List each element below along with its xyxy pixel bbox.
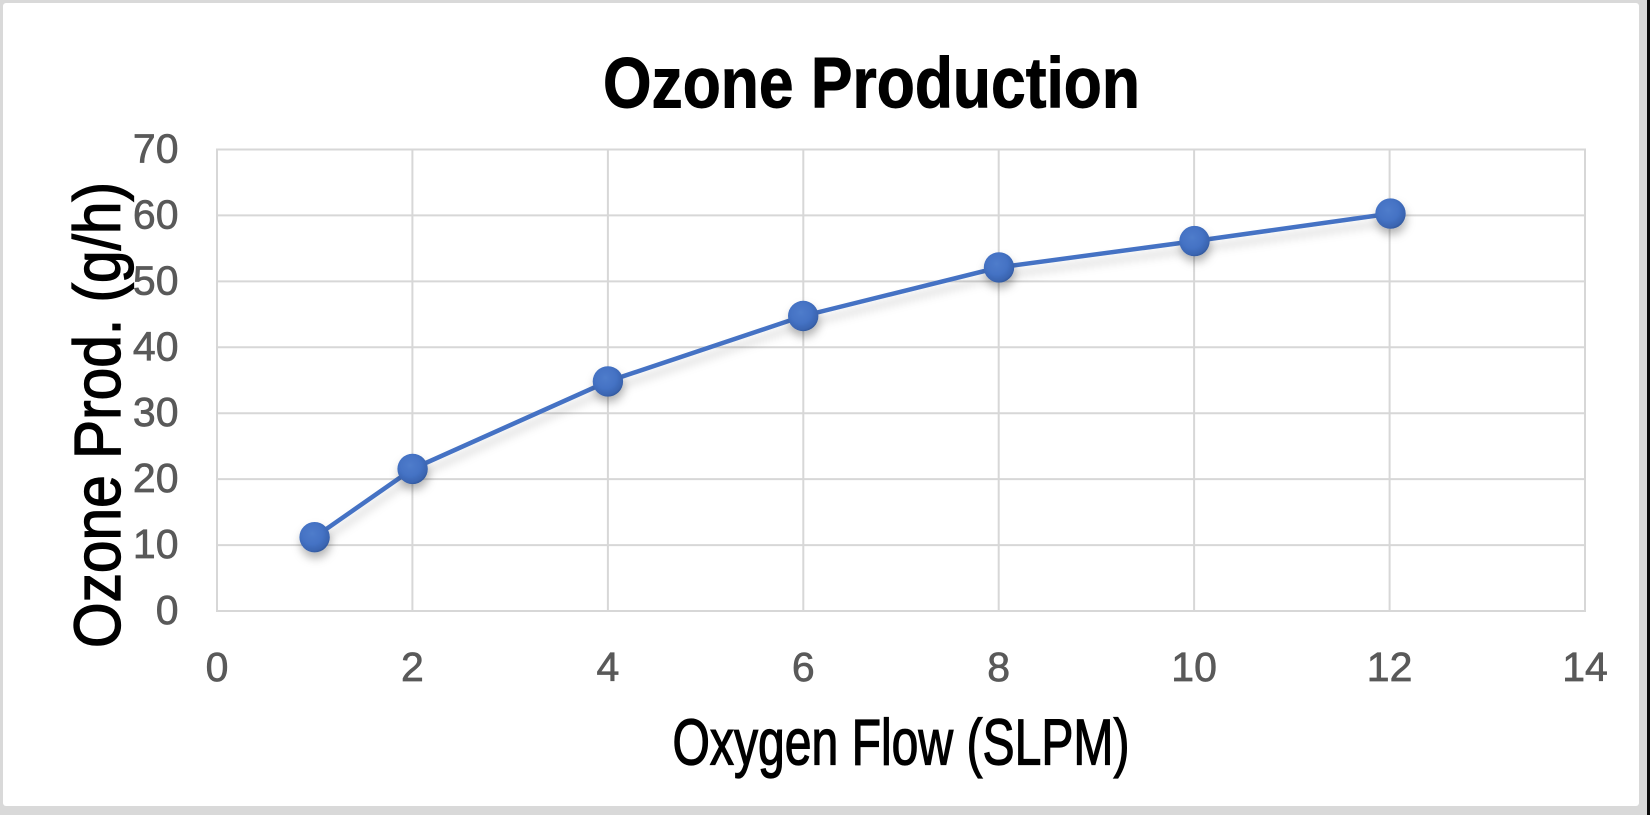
svg-text:10: 10	[1171, 644, 1217, 690]
svg-text:60: 60	[133, 191, 179, 237]
svg-text:70: 70	[133, 126, 179, 172]
svg-text:14: 14	[1562, 644, 1608, 690]
svg-text:50: 50	[133, 257, 179, 303]
svg-text:30: 30	[133, 389, 179, 435]
svg-text:6: 6	[792, 644, 815, 690]
svg-text:40: 40	[133, 323, 179, 369]
svg-text:20: 20	[133, 455, 179, 501]
svg-text:8: 8	[987, 644, 1010, 690]
svg-text:2: 2	[401, 644, 424, 690]
svg-text:Oxygen Flow (SLPM): Oxygen Flow (SLPM)	[673, 706, 1130, 779]
svg-text:0: 0	[206, 644, 229, 690]
svg-text:4: 4	[596, 644, 619, 690]
svg-text:10: 10	[133, 521, 179, 567]
svg-text:Ozone Prod. (g/h): Ozone Prod. (g/h)	[60, 182, 134, 648]
svg-text:0: 0	[156, 587, 179, 633]
svg-text:Ozone Production: Ozone Production	[603, 44, 1140, 124]
svg-text:12: 12	[1367, 644, 1413, 690]
